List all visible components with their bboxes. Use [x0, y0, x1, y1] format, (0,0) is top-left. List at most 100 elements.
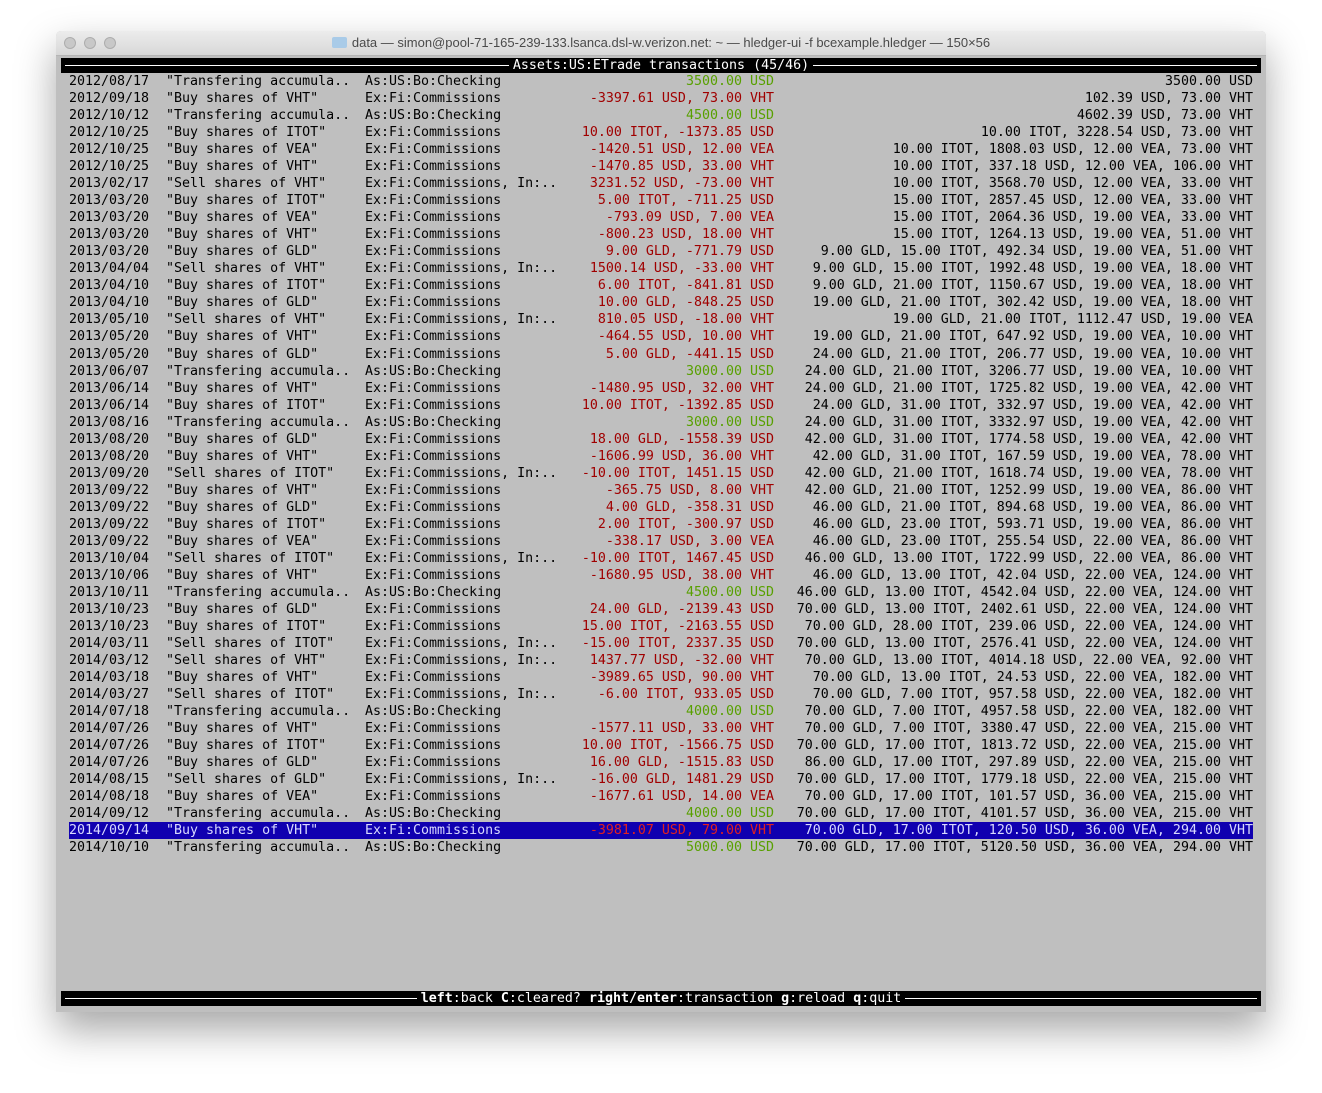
- description: "Buy shares of ITOT": [166, 738, 327, 754]
- transaction-row[interactable]: 2013/04/10 "Buy shares of GLD" Ex:Fi:Commi…: [69, 294, 1253, 311]
- transaction-row[interactable]: 2014/09/12 "Transfering accumula.. As:US:B…: [69, 805, 1253, 822]
- transaction-row[interactable]: 2012/10/25 "Buy shares of ITOT" Ex:Fi:Comm…: [69, 124, 1253, 141]
- transaction-row[interactable]: 2013/08/20 "Buy shares of GLD" Ex:Fi:Commi…: [69, 431, 1253, 448]
- balance: 19.00 GLD, 21.00 ITOT, 1112.47 USD, 19.0…: [892, 312, 1253, 328]
- transaction-row[interactable]: 2014/08/15 "Sell shares of GLD" Ex:Fi:Comm…: [69, 771, 1253, 788]
- amount: -464.55 USD, 10.00 VHT: [597, 329, 774, 345]
- account: As:US:Bo:Checking: [365, 584, 502, 600]
- folder-icon: [331, 37, 347, 48]
- transaction-row[interactable]: 2014/07/26 "Buy shares of GLD" Ex:Fi:Commi…: [69, 754, 1253, 771]
- transaction-row[interactable]: 2013/03/20 "Buy shares of VHT" Ex:Fi:Commi…: [69, 226, 1253, 243]
- balance: 70.00 GLD, 17.00 ITOT, 1779.18 USD, 22.0…: [796, 772, 1253, 788]
- transaction-row[interactable]: 2013/09/22 "Buy shares of GLD" Ex:Fi:Commi…: [69, 499, 1253, 516]
- transaction-row[interactable]: 2013/06/07 "Transfering accumula.. As:US:B…: [69, 363, 1253, 380]
- transaction-row[interactable]: 2013/05/10 "Sell shares of VHT" Ex:Fi:Comm…: [69, 311, 1253, 328]
- zoom-button[interactable]: [104, 37, 116, 49]
- transaction-row[interactable]: 2013/10/11 "Transfering accumula.. As:US:B…: [69, 584, 1253, 601]
- transaction-row[interactable]: 2014/03/11 "Sell shares of ITOT" Ex:Fi:Com…: [69, 635, 1253, 652]
- balance: 70.00 GLD, 13.00 ITOT, 24.53 USD, 22.00 …: [812, 670, 1253, 686]
- transaction-row[interactable]: 2013/10/04 "Sell shares of ITOT" Ex:Fi:Com…: [69, 550, 1253, 567]
- description: "Buy shares of VEA": [166, 533, 319, 549]
- account: Ex:Fi:Commissions: [365, 397, 502, 413]
- account: Ex:Fi:Commissions: [365, 431, 502, 447]
- date: 2013/04/10: [69, 295, 150, 311]
- transaction-row[interactable]: 2013/10/06 "Buy shares of VHT" Ex:Fi:Commi…: [69, 567, 1253, 584]
- transaction-row[interactable]: 2014/07/18 "Transfering accumula.. As:US:B…: [69, 703, 1253, 720]
- amount: -1577.11 USD, 33.00 VHT: [589, 721, 774, 737]
- amount: -1677.61 USD, 14.00 VEA: [589, 789, 774, 805]
- date: 2013/03/20: [69, 210, 150, 226]
- transaction-row[interactable]: 2014/08/18 "Buy shares of VEA" Ex:Fi:Commi…: [69, 788, 1253, 805]
- transaction-row[interactable]: 2014/07/26 "Buy shares of VHT" Ex:Fi:Commi…: [69, 720, 1253, 737]
- account: Ex:Fi:Commissions, In:..: [365, 176, 558, 192]
- transaction-row[interactable]: 2013/08/16 "Transfering accumula.. As:US:B…: [69, 414, 1253, 431]
- transaction-row[interactable]: 2013/05/20 "Buy shares of GLD" Ex:Fi:Commi…: [69, 346, 1253, 363]
- description: "Sell shares of VHT": [166, 312, 327, 328]
- balance: 46.00 GLD, 13.00 ITOT, 4542.04 USD, 22.0…: [796, 584, 1253, 600]
- transaction-row[interactable]: 2014/03/27 "Sell shares of ITOT" Ex:Fi:Com…: [69, 686, 1253, 703]
- transaction-row[interactable]: 2014/07/26 "Buy shares of ITOT" Ex:Fi:Comm…: [69, 737, 1253, 754]
- date: 2013/08/20: [69, 448, 150, 464]
- help-key: left: [420, 991, 453, 1006]
- minimize-button[interactable]: [84, 37, 96, 49]
- date: 2013/09/22: [69, 482, 150, 498]
- transaction-row[interactable]: 2013/06/14 "Buy shares of VHT" Ex:Fi:Commi…: [69, 380, 1253, 397]
- transaction-row[interactable]: 2012/10/12 "Transfering accumula.. As:US:B…: [69, 107, 1253, 124]
- transaction-row[interactable]: 2013/09/22 "Buy shares of VHT" Ex:Fi:Commi…: [69, 482, 1253, 499]
- transaction-row[interactable]: 2013/08/20 "Buy shares of VHT" Ex:Fi:Commi…: [69, 448, 1253, 465]
- amount: 5000.00 USD: [685, 840, 774, 856]
- balance: 70.00 GLD, 17.00 ITOT, 1813.72 USD, 22.0…: [796, 738, 1253, 754]
- account: Ex:Fi:Commissions: [365, 670, 502, 686]
- transaction-row[interactable]: 2013/09/22 "Buy shares of ITOT" Ex:Fi:Comm…: [69, 516, 1253, 533]
- transaction-row[interactable]: 2013/04/04 "Sell shares of VHT" Ex:Fi:Comm…: [69, 260, 1253, 277]
- transaction-row[interactable]: 2012/10/25 "Buy shares of VHT" Ex:Fi:Commi…: [69, 158, 1253, 175]
- date: 2012/10/25: [69, 125, 150, 141]
- amount: -16.00 GLD, 1481.29 USD: [589, 772, 774, 788]
- transaction-row[interactable]: 2013/06/14 "Buy shares of ITOT" Ex:Fi:Comm…: [69, 397, 1253, 414]
- terminal[interactable]: Assets:US:ETrade transactions (45/46) 20…: [61, 56, 1261, 1012]
- transaction-list[interactable]: 2012/08/17 "Transfering accumula.. As:US:B…: [69, 73, 1253, 856]
- transaction-row[interactable]: 2013/04/10 "Buy shares of ITOT" Ex:Fi:Comm…: [69, 277, 1253, 294]
- amount: 16.00 GLD, -1515.83 USD: [589, 755, 774, 771]
- account: Ex:Fi:Commissions: [365, 159, 502, 175]
- transaction-row[interactable]: 2013/03/20 "Buy shares of ITOT" Ex:Fi:Comm…: [69, 192, 1253, 209]
- description: "Sell shares of VHT": [166, 261, 327, 277]
- balance: 70.00 GLD, 7.00 ITOT, 3380.47 USD, 22.00…: [804, 721, 1253, 737]
- description: "Sell shares of VHT": [166, 653, 327, 669]
- transaction-row[interactable]: 2012/08/17 "Transfering accumula.. As:US:B…: [69, 73, 1253, 90]
- amount: -15.00 ITOT, 2337.35 USD: [581, 636, 774, 652]
- transaction-row[interactable]: 2013/10/23 "Buy shares of ITOT" Ex:Fi:Comm…: [69, 618, 1253, 635]
- account: As:US:Bo:Checking: [365, 704, 502, 720]
- account: Ex:Fi:Commissions, In:..: [365, 261, 558, 277]
- date: 2013/05/10: [69, 312, 150, 328]
- close-button[interactable]: [64, 37, 76, 49]
- balance: 46.00 GLD, 23.00 ITOT, 593.71 USD, 19.00…: [812, 516, 1253, 532]
- transaction-row[interactable]: 2014/03/18 "Buy shares of VHT" Ex:Fi:Commi…: [69, 669, 1253, 686]
- transaction-row[interactable]: 2013/09/20 "Sell shares of ITOT" Ex:Fi:Com…: [69, 465, 1253, 482]
- account: As:US:Bo:Checking: [365, 363, 502, 379]
- balance: 70.00 GLD, 17.00 ITOT, 5120.50 USD, 36.0…: [796, 840, 1253, 856]
- transaction-row[interactable]: 2013/03/20 "Buy shares of VEA" Ex:Fi:Commi…: [69, 209, 1253, 226]
- description: "Buy shares of ITOT": [166, 619, 327, 634]
- transaction-row[interactable]: 2012/10/25 "Buy shares of VEA" Ex:Fi:Commi…: [69, 141, 1253, 158]
- account: As:US:Bo:Checking: [365, 108, 502, 124]
- transaction-row[interactable]: 2014/10/10 "Transfering accumula.. As:US:B…: [69, 839, 1253, 856]
- balance: 46.00 GLD, 23.00 ITOT, 255.54 USD, 22.00…: [812, 533, 1253, 549]
- transaction-row[interactable]: 2012/09/18 "Buy shares of VHT" Ex:Fi:Commi…: [69, 90, 1253, 107]
- transaction-row[interactable]: 2013/05/20 "Buy shares of VHT" Ex:Fi:Commi…: [69, 328, 1253, 345]
- transaction-row[interactable]: 2013/03/20 "Buy shares of GLD" Ex:Fi:Commi…: [69, 243, 1253, 260]
- transaction-row[interactable]: 2013/10/23 "Buy shares of GLD" Ex:Fi:Commi…: [69, 601, 1253, 618]
- account: Ex:Fi:Commissions: [365, 125, 502, 141]
- transaction-row[interactable]: 2014/03/12 "Sell shares of VHT" Ex:Fi:Comm…: [69, 652, 1253, 669]
- description: "Buy shares of VHT": [166, 380, 319, 396]
- transaction-row[interactable]: 2013/02/17 "Sell shares of VHT" Ex:Fi:Comm…: [69, 175, 1253, 192]
- date: 2013/03/20: [69, 193, 150, 209]
- date: 2013/06/07: [69, 363, 150, 379]
- amount: 4000.00 USD: [685, 704, 774, 720]
- amount: -365.75 USD, 8.00 VHT: [605, 482, 774, 498]
- transaction-row[interactable]: 2014/09/14 "Buy shares of VHT" Ex:Fi:Commi…: [69, 822, 1253, 840]
- date: 2014/07/26: [69, 738, 150, 754]
- transaction-row[interactable]: 2013/09/22 "Buy shares of VEA" Ex:Fi:Commi…: [69, 533, 1253, 550]
- account: Ex:Fi:Commissions: [365, 295, 502, 311]
- account: Ex:Fi:Commissions: [365, 278, 502, 294]
